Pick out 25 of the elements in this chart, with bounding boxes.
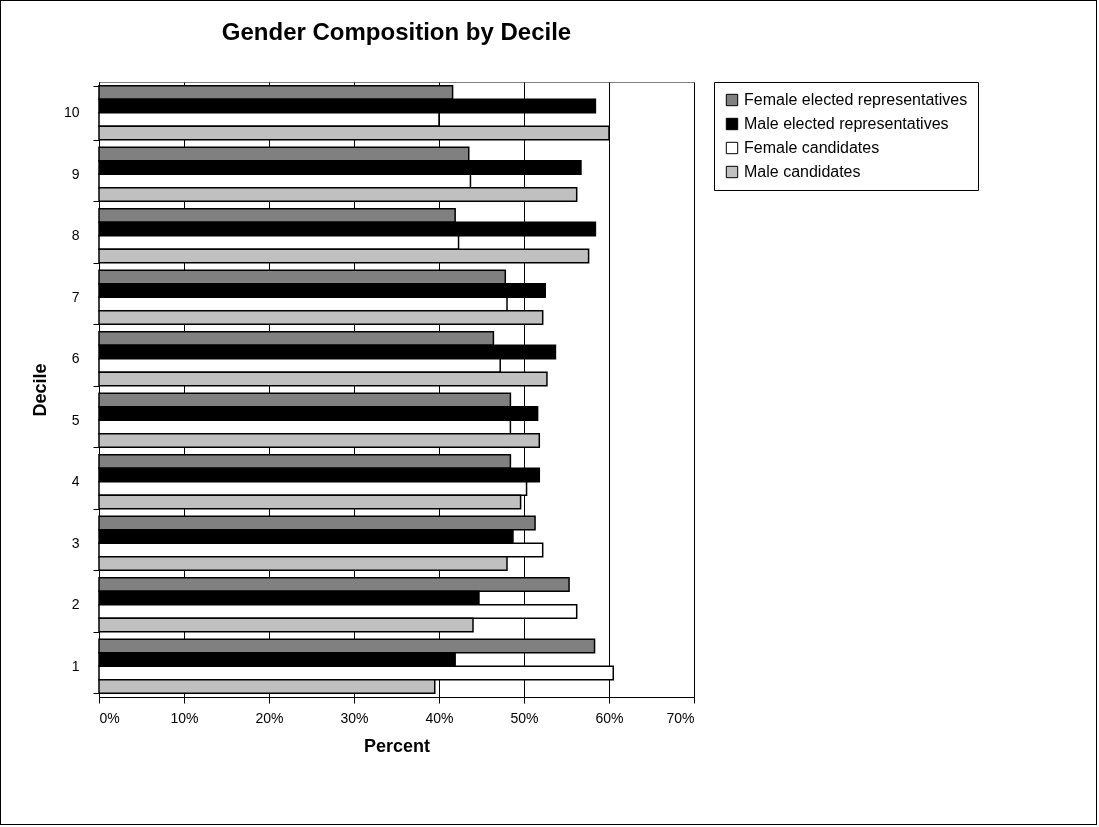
legend-label: Female candidates (744, 139, 880, 156)
x-tick-label: 0% (99, 709, 120, 726)
y-axis-title: Decile (29, 363, 50, 417)
chart-title: Gender Composition by Decile (221, 18, 572, 45)
x-tick-label: 20% (255, 709, 284, 726)
y-tick-label: 2 (71, 596, 80, 613)
x-tick-label: 50% (510, 709, 539, 726)
legend-label: Male elected representatives (744, 115, 949, 132)
y-tick-label: 9 (71, 165, 80, 182)
x-tick-label: 10% (170, 709, 199, 726)
x-tick-label: 70% (666, 709, 695, 726)
legend-label: Female elected representatives (744, 91, 968, 108)
y-tick-label: 8 (71, 227, 80, 244)
legend-label: Male candidates (744, 163, 861, 180)
y-tick-label: 4 (71, 473, 80, 490)
y-tick-label: 7 (71, 288, 80, 305)
x-tick-label: 60% (595, 709, 624, 726)
y-tick-label: 3 (71, 534, 80, 551)
x-tick-label: 40% (425, 709, 454, 726)
y-tick-label: 5 (71, 411, 80, 428)
x-axis-title: Percent (363, 735, 431, 756)
y-tick-label: 6 (71, 350, 80, 367)
y-tick-label: 1 (71, 657, 80, 674)
x-tick-label: 30% (340, 709, 369, 726)
y-tick-label: 10 (63, 104, 80, 121)
